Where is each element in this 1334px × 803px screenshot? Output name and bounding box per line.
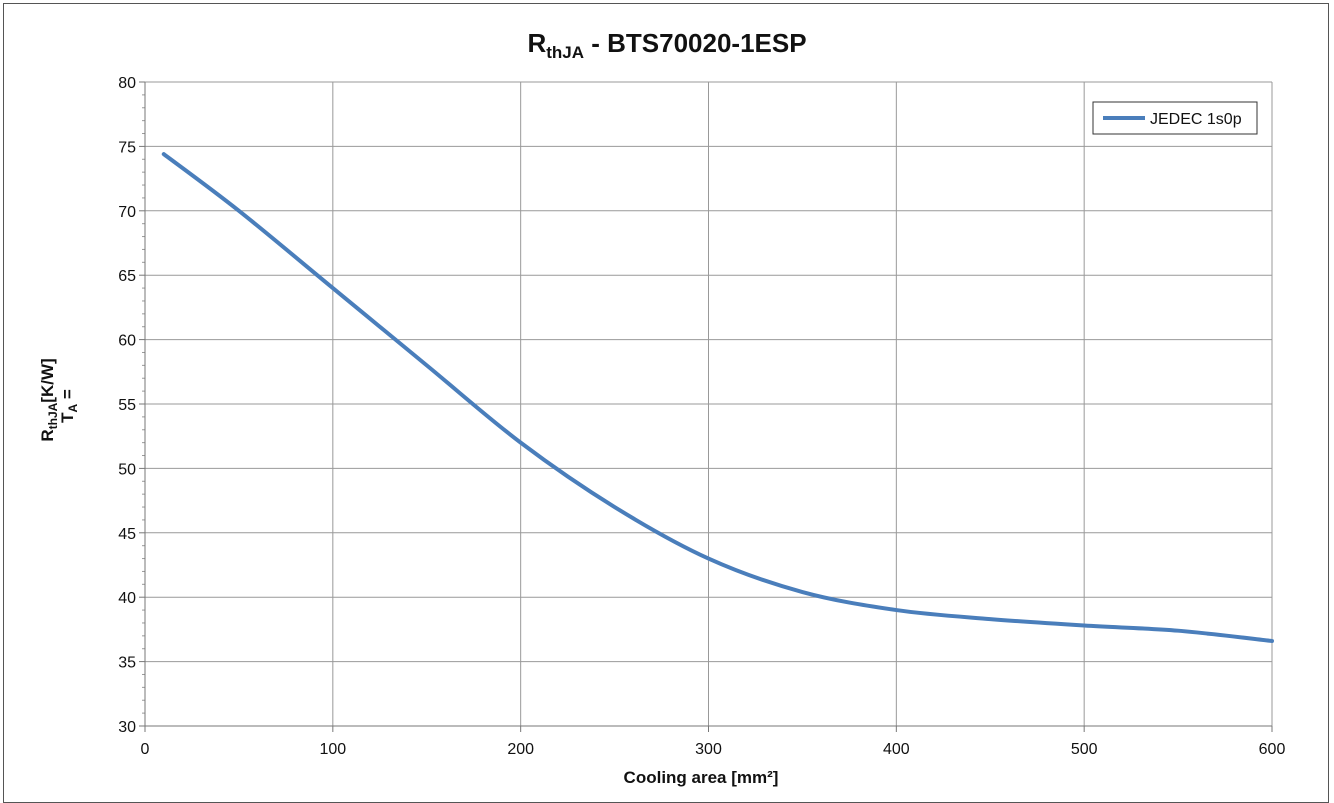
y-tick-label: 75 xyxy=(118,139,136,156)
x-tick-label: 500 xyxy=(1071,741,1098,758)
y-tick-label: 40 xyxy=(118,590,136,607)
y-tick-label: 70 xyxy=(118,204,136,221)
y-tick-label: 50 xyxy=(118,461,136,478)
y-tick-labels: 30 35 40 45 50 55 60 65 70 75 80 xyxy=(118,75,136,736)
legend: JEDEC 1s0p xyxy=(1092,101,1258,135)
y-tick-label: 60 xyxy=(118,333,136,350)
y-tick-label: 45 xyxy=(118,526,136,543)
chart-title: RthJA - BTS70020-1ESP xyxy=(527,28,806,62)
svg-text:TA =: TA = xyxy=(58,389,80,423)
x-tick-label: 200 xyxy=(507,741,534,758)
x-axis-label: Cooling area [mm²] xyxy=(624,768,779,787)
series-line xyxy=(161,152,1274,643)
y-minor-ticks xyxy=(142,94,145,714)
x-tick-label: 400 xyxy=(883,741,910,758)
axes xyxy=(139,81,1273,732)
y-tick-label: 65 xyxy=(118,268,136,285)
series-lines xyxy=(161,152,1274,643)
y-tick-label: 35 xyxy=(118,655,136,672)
y-tick-label: 55 xyxy=(118,397,136,414)
x-tick-label: 600 xyxy=(1259,741,1286,758)
y-tick-label: 30 xyxy=(118,719,136,736)
x-tick-label: 300 xyxy=(695,741,722,758)
legend-label: JEDEC 1s0p xyxy=(1150,111,1242,128)
y-tick-label: 80 xyxy=(118,75,136,92)
x-tick-label: 0 xyxy=(141,741,150,758)
x-tick-label: 100 xyxy=(319,741,346,758)
x-tick-labels: 0 100 200 300 400 500 600 xyxy=(141,741,1286,758)
svg-text:RthJA[K/W]: RthJA[K/W] xyxy=(38,358,60,441)
y-axis-label: RthJA[K/W] TA = xyxy=(38,358,80,441)
grid xyxy=(145,81,1273,726)
